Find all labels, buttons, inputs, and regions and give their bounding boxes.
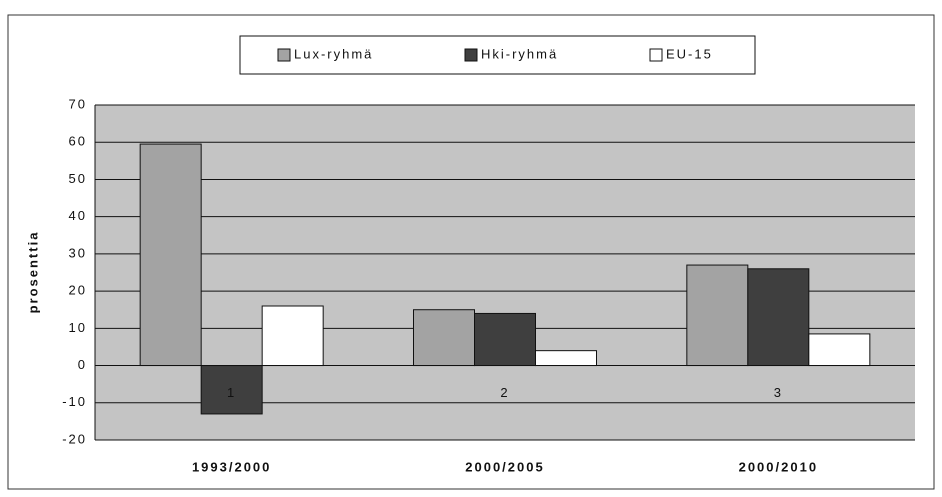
y-tick-label: 70 (69, 96, 87, 111)
legend-box (239, 35, 756, 75)
bar (808, 333, 871, 367)
y-tick-label: -10 (62, 394, 87, 409)
x-period-label: 2000/2010 (739, 459, 818, 474)
y-tick-label: -20 (62, 431, 87, 446)
x-tick-label: 2 (500, 385, 509, 400)
bar (200, 365, 263, 415)
bar (139, 143, 202, 367)
y-tick-label: 40 (69, 208, 87, 223)
legend-swatch (649, 48, 663, 62)
bar (474, 312, 536, 367)
x-period-label: 1993/2000 (192, 459, 271, 474)
legend-label: Hki-ryhmä (481, 46, 558, 61)
legend-swatch (464, 48, 478, 62)
x-tick-label: 3 (774, 385, 783, 400)
bar (261, 305, 324, 367)
y-tick-label: 50 (69, 171, 87, 186)
bar (535, 350, 597, 367)
bar (413, 309, 475, 367)
legend-label: Lux-ryhmä (294, 46, 373, 61)
x-tick-label: 1 (227, 385, 236, 400)
y-tick-label: 10 (69, 320, 87, 335)
y-tick-label: 30 (69, 245, 87, 260)
y-tick-label: 20 (69, 283, 87, 298)
bar (747, 268, 810, 367)
legend-label: EU-15 (666, 46, 713, 61)
y-tick-label: 60 (69, 134, 87, 149)
legend-swatch (277, 48, 291, 62)
bar (686, 264, 749, 367)
y-axis-label: prosenttia (25, 231, 40, 314)
y-tick-label: 0 (78, 357, 87, 372)
x-period-label: 2000/2005 (465, 459, 544, 474)
